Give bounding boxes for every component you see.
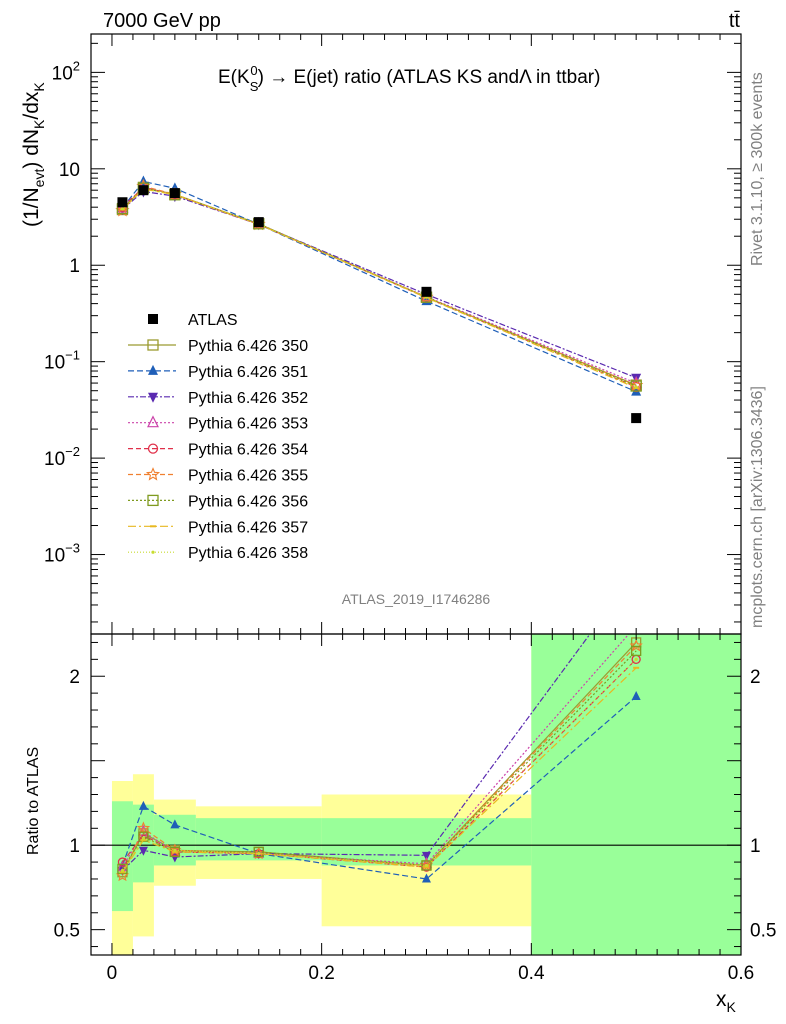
- ratio-band-inner: [132, 804, 154, 883]
- legend-label: Pythia 6.426 351: [188, 364, 308, 381]
- data-point: [138, 185, 149, 196]
- data-point: [421, 286, 432, 297]
- mc-series-line: [122, 187, 637, 388]
- ratio-series-line: [122, 634, 591, 871]
- legend-label: Pythia 6.426 354: [188, 442, 308, 459]
- ratio-point: [421, 851, 431, 861]
- ratio-point: [173, 848, 177, 852]
- mc-point: [120, 207, 125, 211]
- data-point: [169, 188, 180, 199]
- legend-marker: [147, 494, 159, 507]
- legend-label: Pythia 6.426 358: [188, 545, 308, 562]
- ratio-point: [257, 852, 261, 856]
- mc-series-line: [122, 188, 637, 389]
- mc-series-line: [122, 187, 637, 387]
- ratio-point: [632, 620, 641, 629]
- data-point: [631, 413, 642, 424]
- legend-marker: [147, 339, 159, 351]
- y-tick-label: 10−1: [44, 348, 80, 374]
- main-plot-frame: [90, 33, 742, 635]
- ratio-tick-label-left: 0.5: [54, 921, 80, 942]
- ratio-point: [136, 821, 151, 834]
- ratio-point: [421, 873, 431, 883]
- y-tick-label: 102: [52, 58, 80, 84]
- legend-label: Pythia 6.426 350: [188, 338, 308, 355]
- ratio-point: [424, 863, 429, 868]
- legend-marker: [147, 415, 159, 428]
- legend-label: Pythia 6.426 352: [188, 390, 308, 407]
- data-point: [117, 197, 128, 208]
- process-label: tt̄: [729, 10, 741, 32]
- ratio-point: [634, 657, 638, 661]
- ratio-tick-label-right: 0.5: [750, 921, 776, 942]
- y-tick-label: 1: [69, 256, 80, 277]
- ratio-series-line: [122, 658, 637, 868]
- ratio-band-inner: [531, 634, 741, 955]
- mc-point: [634, 385, 638, 389]
- ratio-point: [170, 819, 180, 829]
- plot-title: E(KS0) → E(jet) ratio (ATLAS KS andΛ in …: [218, 63, 600, 94]
- y-tick-label: 10−2: [44, 444, 80, 470]
- ratio-point: [117, 863, 128, 874]
- x-tick-label: 0.2: [308, 963, 334, 984]
- legend-marker: [148, 392, 158, 403]
- y-tick-label: 10: [59, 160, 80, 181]
- ratio-point: [138, 831, 149, 842]
- ratio-point: [629, 638, 643, 652]
- legend-marker: [148, 364, 158, 375]
- ratio-point: [631, 691, 641, 701]
- y-axis-label: (1/Nevt) dNK/dxK: [20, 82, 47, 227]
- x-tick-label: 0.6: [728, 963, 754, 984]
- legend-label: Pythia 6.426 356: [188, 493, 308, 510]
- rivet-version-label: Rivet 3.1.10, ≥ 300k events: [749, 72, 766, 266]
- ratio-point: [632, 568, 641, 577]
- ratio-axis-label: Ratio to ATLAS: [25, 747, 42, 855]
- ratio-point: [138, 846, 148, 856]
- legend-label-data: ATLAS: [188, 312, 238, 329]
- legend-marker-data: [148, 314, 158, 324]
- y-tick-label: 10−3: [44, 541, 80, 567]
- legend-label: Pythia 6.426 353: [188, 416, 308, 433]
- ratio-point: [138, 800, 148, 810]
- ratio-band-inner: [111, 801, 133, 912]
- energy-label: 7000 GeV pp: [103, 10, 221, 32]
- ratio-point: [631, 645, 642, 657]
- legend-label: Pythia 6.426 357: [188, 519, 308, 536]
- ratio-series-line: [121, 667, 637, 873]
- ratio-tick-label-left: 2: [69, 667, 80, 688]
- ratio-tick-label-right: 1: [750, 836, 761, 857]
- x-tick-label: 0.4: [518, 963, 545, 984]
- ratio-point: [117, 857, 128, 867]
- ratio-point: [253, 846, 264, 858]
- mc-series-line: [122, 187, 637, 388]
- analysis-watermark: ATLAS_2019_I1746286: [342, 591, 491, 607]
- ratio-point: [141, 836, 146, 841]
- x-axis-label: xK: [716, 988, 737, 1015]
- x-tick-label: 0: [107, 963, 118, 984]
- legend-label: Pythia 6.426 355: [188, 468, 308, 485]
- legend-marker: [151, 550, 155, 554]
- ratio-tick-label-right: 2: [750, 667, 761, 688]
- legend-marker: [145, 467, 161, 481]
- ratio-point: [120, 868, 125, 873]
- mcplots-label: mcplots.cern.ch [arXiv:1306.3436]: [749, 386, 766, 628]
- mc-series-line: [122, 186, 637, 386]
- ratio-tick-label-left: 1: [69, 836, 80, 857]
- legend-marker: [147, 443, 159, 454]
- mc-series-line: [122, 185, 637, 387]
- ratio-point: [421, 860, 432, 871]
- mc-series-line: [122, 180, 637, 393]
- data-point: [253, 217, 264, 228]
